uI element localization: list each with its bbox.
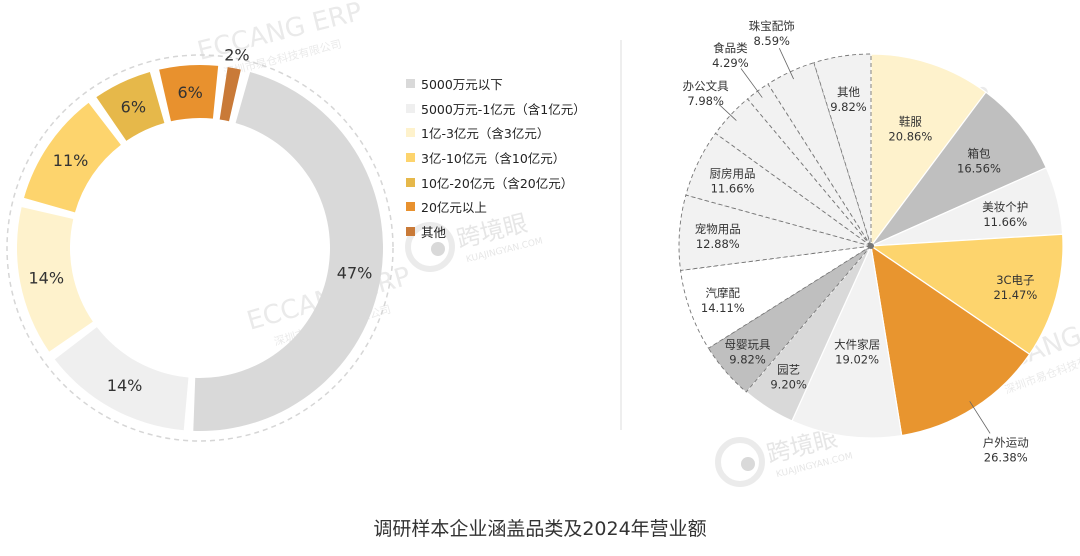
legend-swatch [406,226,415,236]
legend-item: 5000万元以下 [406,71,586,96]
watermark-logo-dot [741,457,755,471]
donut-value-label: 14% [107,376,143,395]
donut-value-label: 11% [53,151,89,170]
chart-title: 调研样本企业涵盖品类及2024年营业额 [373,518,707,540]
pie-value-label: 8.59% [753,34,790,48]
legend-item: 其他 [406,219,586,244]
pie-category-label: 办公文具 [683,79,729,93]
pie-leader-line [969,401,991,434]
pie-slice-2 [869,91,1048,248]
legend-swatch [406,202,415,212]
legend-swatch [406,128,415,138]
donut-value-label: 6% [121,97,146,116]
legend-label: 5000万元以下 [421,76,503,92]
pie-value-label: 4.29% [712,56,749,70]
donut-slice-1 [193,72,383,431]
donut-slice-3 [17,207,93,352]
pie-category-label: 汽摩配 [706,286,741,300]
pie-slice-1 [870,53,987,248]
legend-label: 5000万元-1亿元（含1亿元） [421,101,586,117]
legend-item: 3亿-10亿元（含10亿元） [406,145,586,170]
pie-value-label: 20.86% [888,130,932,144]
pie-center-dot [868,243,874,249]
pie-value-label: 19.02% [835,353,879,367]
pie-category-label: 母婴玩具 [724,338,770,352]
legend-label: 3亿-10亿元（含10亿元） [421,150,566,166]
legend-swatch [406,103,415,113]
pie-value-label: 9.82% [729,353,766,367]
pie-value-label: 11.66% [711,181,755,195]
legend-item: 10亿-20亿元（含20亿元） [406,170,586,195]
donut-value-label: 2% [224,45,249,64]
pie-category-label: 其他 [837,85,860,99]
legend-swatch [406,152,415,162]
legend-item: 20亿元以上 [406,194,586,219]
donut-slice-2 [54,327,189,431]
donut-value-label: 14% [28,268,64,287]
pie-value-label: 9.20% [770,378,807,392]
pie-value-label: 21.47% [993,288,1037,302]
watermark-logo [405,222,455,272]
donut-slice-5 [96,72,165,141]
pie-category-label: 鞋服 [899,115,922,129]
pie-slice-15 [813,53,872,247]
pie-slice-8 [707,245,872,393]
pie-value-label: 14.11% [701,301,745,315]
category-pie-chart: 鞋服20.86%箱包16.56%美妆个护11.66%3C电子21.47%户外运动… [678,19,1064,465]
legend-label: 10亿-20亿元（含20亿元） [421,175,574,191]
legend-item: 1亿-3亿元（含3亿元） [406,120,586,145]
pie-category-label: 户外运动 [983,436,1029,450]
pie-category-label: 园艺 [777,363,800,377]
watermark-logo-dot [431,242,445,256]
donut-outer-ring [6,54,394,442]
pie-category-label: 3C电子 [996,273,1034,287]
pie-category-label: 宠物用品 [695,222,741,236]
donut-value-label: 6% [177,83,202,102]
watermark-logo [715,437,765,487]
legend-label: 1亿-3亿元（含3亿元） [421,126,550,142]
donut-slice-6 [159,65,219,122]
legend-label: 其他 [421,224,447,240]
pie-category-label: 珠宝配饰 [749,19,795,33]
pie-slice-4 [869,233,1064,356]
pie-value-label: 26.38% [984,451,1028,465]
pie-category-label: 厨房用品 [710,166,756,180]
donut-slice-4 [24,102,121,213]
pie-leader-line [718,103,737,121]
donut-legend: 5000万元以下 5000万元-1亿元（含1亿元） 1亿-3亿元（含3亿元） 3亿-1… [406,71,586,244]
donut-value-label: 47% [337,263,373,282]
pie-value-label: 11.66% [983,215,1027,229]
legend-label: 20亿元以上 [421,200,487,216]
legend-swatch [406,177,415,187]
donut-chart: 47% 14% 14% 11% 6% 6% 2% [6,45,394,442]
pie-value-label: 7.98% [687,94,724,108]
pie-slice-6 [791,243,903,439]
pie-category-label: 食品类 [713,41,748,55]
pie-leader-line [778,48,794,80]
pie-value-label: 16.56% [957,162,1001,176]
pie-value-label: 12.88% [696,237,740,251]
donut-slice-7 [219,67,241,122]
pie-category-label: 大件家居 [834,338,880,352]
pie-leader-line [740,68,763,98]
pie-value-label: 9.82% [830,100,867,114]
pie-category-label: 美妆个护 [982,200,1028,214]
legend-swatch [406,78,415,88]
legend-item: 5000万元-1亿元（含1亿元） [406,96,586,121]
pie-category-label: 箱包 [967,147,990,161]
